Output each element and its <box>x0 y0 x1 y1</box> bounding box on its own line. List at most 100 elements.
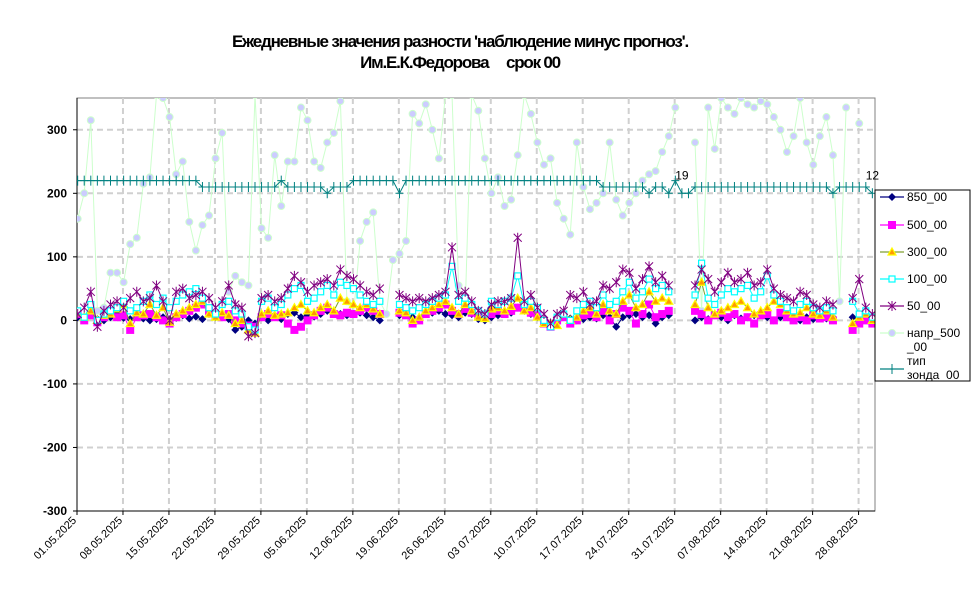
data-point-circle <box>572 138 581 147</box>
data-point-circle <box>815 132 824 141</box>
series-group <box>77 98 875 342</box>
data-point-triangle <box>709 308 720 318</box>
data-point-square <box>763 310 772 319</box>
data-point-open-square <box>645 275 653 283</box>
data-point-triangle <box>322 299 333 309</box>
x-tick-label: 28.08.2025 <box>813 515 860 562</box>
data-point-triangle <box>420 305 431 315</box>
data-point-square <box>730 310 739 319</box>
data-point-square <box>86 311 95 320</box>
data-point-open-square <box>783 304 791 312</box>
x-tick-label: 26.06.2025 <box>400 515 447 562</box>
data-point-triangle <box>571 311 582 321</box>
data-point-asterisk <box>559 305 569 316</box>
data-point-circle <box>428 125 437 134</box>
data-point-triangle <box>394 305 405 315</box>
data-point-triangle <box>368 303 379 313</box>
data-point-square <box>802 316 811 325</box>
data-point-asterisk <box>467 296 477 307</box>
data-point-circle <box>763 100 772 109</box>
data-point-circle <box>533 138 542 147</box>
data-point-triangle <box>282 307 293 317</box>
data-point-triangle <box>236 315 247 324</box>
data-point-circle <box>126 240 135 249</box>
data-point-open-square <box>606 300 614 309</box>
data-point-open-square <box>310 294 318 302</box>
data-point-open-square <box>691 291 699 299</box>
data-point-open-square <box>579 300 587 309</box>
y-tick-labels: -300 -200 -100 0 100 200 300 <box>43 123 67 518</box>
data-point-open-square <box>395 300 404 309</box>
data-point-circle <box>507 195 516 204</box>
x-tick-label: 22.05.2025 <box>170 515 217 562</box>
data-point-triangle <box>453 308 464 318</box>
data-point-open-square <box>717 291 725 299</box>
data-point-triangle <box>801 302 812 312</box>
data-point-asterisk <box>244 331 253 342</box>
data-point-triangle <box>131 307 142 317</box>
data-point-plus <box>822 181 831 192</box>
data-point-open-square <box>415 304 423 312</box>
data-point-square <box>743 313 752 322</box>
data-point-plus <box>645 188 654 199</box>
legend-label: 850_00 <box>907 190 947 204</box>
data-point-triangle <box>749 308 760 318</box>
chart-title-line2: Им.Е.К.Федорова срок 00 <box>360 53 561 72</box>
data-point-circle <box>671 103 680 112</box>
data-point-asterisk <box>822 296 831 307</box>
data-point-asterisk <box>749 280 759 291</box>
data-point-triangle <box>735 296 747 305</box>
data-point-diamond <box>691 316 700 325</box>
data-point-triangle <box>525 302 536 312</box>
data-point-circle <box>244 281 253 290</box>
data-point-asterisk <box>565 289 575 300</box>
data-point-square <box>487 310 496 319</box>
data-point-triangle <box>598 299 609 309</box>
data-point-circle <box>835 297 844 306</box>
data-point-diamond <box>848 313 857 322</box>
data-point-diamond <box>631 310 640 319</box>
data-point-square <box>579 311 588 320</box>
data-point-asterisk <box>657 270 667 281</box>
data-point-circle <box>231 271 240 280</box>
data-point-circle <box>270 151 279 160</box>
data-point-plus <box>684 188 693 199</box>
data-point-open-square <box>573 307 581 315</box>
data-point-asterisk <box>408 296 417 307</box>
data-point-triangle <box>473 311 484 321</box>
data-point-circle <box>237 278 246 287</box>
data-point-plus <box>861 181 870 192</box>
data-point-triangle <box>217 307 228 317</box>
data-point-plus <box>828 188 837 199</box>
y-tick-label: 0 <box>60 313 67 327</box>
data-point-plus <box>868 188 875 199</box>
data-point-asterisk <box>625 267 634 278</box>
data-point-asterisk <box>191 289 201 300</box>
data-point-triangle <box>519 305 530 315</box>
data-point-circle <box>710 144 719 153</box>
data-point-triangle <box>269 310 280 319</box>
x-tick-labels: 01.05.202508.05.202515.05.202522.05.2025… <box>32 515 861 562</box>
data-point-open-square <box>376 297 384 305</box>
data-point-asterisk <box>138 296 148 307</box>
data-point-square <box>664 306 673 315</box>
data-point-asterisk <box>638 274 647 285</box>
data-point-triangle <box>604 305 615 315</box>
data-point-open-square <box>317 288 325 296</box>
data-point-circle <box>743 100 752 109</box>
data-point-asterisk <box>224 280 234 291</box>
y-tick-label: 100 <box>47 250 67 264</box>
data-point-circle <box>651 167 660 176</box>
data-point-circle <box>474 106 483 115</box>
y-tick-label: 300 <box>47 123 67 137</box>
data-point-square <box>750 319 759 328</box>
data-point-triangle <box>611 308 622 318</box>
x-tick-label: 10.07.2025 <box>491 515 538 562</box>
data-point-triangle <box>690 299 701 309</box>
data-point-asterisk <box>592 296 601 307</box>
data-point-open-square <box>658 281 666 290</box>
data-point-square <box>691 306 700 315</box>
data-point-plus <box>664 188 673 199</box>
data-point-open-square <box>303 297 312 305</box>
data-point-open-square <box>632 294 640 302</box>
